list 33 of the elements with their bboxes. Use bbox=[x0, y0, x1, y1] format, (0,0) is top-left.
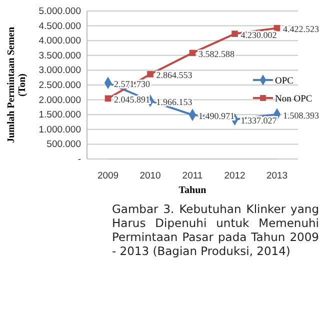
data-label: 1.966.153 bbox=[156, 96, 193, 107]
x-axis-title: Tahun bbox=[178, 185, 207, 196]
point bbox=[189, 50, 196, 56]
point bbox=[274, 24, 280, 32]
text: Gambar 3. Kebutuhan Klinker yang Harus Dipenuhi untuk Memenuhi Permintaan Pasar pada Tahun 2009 - 2013 (Bagian Produksi, 2014) bbox=[112, 202, 319, 258]
point bbox=[104, 95, 112, 102]
data-label: 1.337.027 bbox=[240, 115, 278, 126]
data-label: 1.508.393 bbox=[283, 110, 320, 120]
y-tick-label: 4.000.000 bbox=[38, 36, 81, 47]
y-tick-label: 3.000.000 bbox=[38, 65, 81, 76]
point bbox=[232, 30, 238, 37]
y-tick-label: 4.500.000 bbox=[38, 20, 81, 32]
point bbox=[147, 71, 154, 78]
y-tick-label: 1.500.000 bbox=[38, 110, 81, 121]
y-tick-label: 1.000.000 bbox=[38, 124, 81, 136]
y-tick-label: 3.500.000 bbox=[38, 50, 81, 62]
legend-label: OPC bbox=[275, 76, 294, 86]
y-axis-title: Jumlah Permintaan Semen (Ton) bbox=[6, 26, 28, 144]
data-label: 4.422.523 bbox=[283, 24, 320, 34]
x-tick-label: 2011 bbox=[182, 170, 203, 182]
legend-label: Non OPC bbox=[275, 94, 312, 104]
data-label: 3.582.588 bbox=[198, 48, 235, 59]
data-label: 4.230.002 bbox=[240, 30, 277, 40]
y-tick-label: 5.000.000 bbox=[38, 6, 81, 18]
data-label: 2.864.553 bbox=[156, 70, 193, 80]
y-tick-label: - bbox=[78, 154, 81, 166]
x-tick-label: 2009 bbox=[97, 170, 119, 182]
x-tick-label: 2012 bbox=[224, 170, 246, 182]
y-tick-label: 2.000.000 bbox=[38, 94, 81, 106]
x-tick-label: 2010 bbox=[140, 170, 161, 182]
y-tick-label: 500.000 bbox=[46, 139, 81, 150]
y-tick-label: 2.500.000 bbox=[38, 80, 81, 92]
x-tick-label: 2013 bbox=[266, 170, 288, 182]
